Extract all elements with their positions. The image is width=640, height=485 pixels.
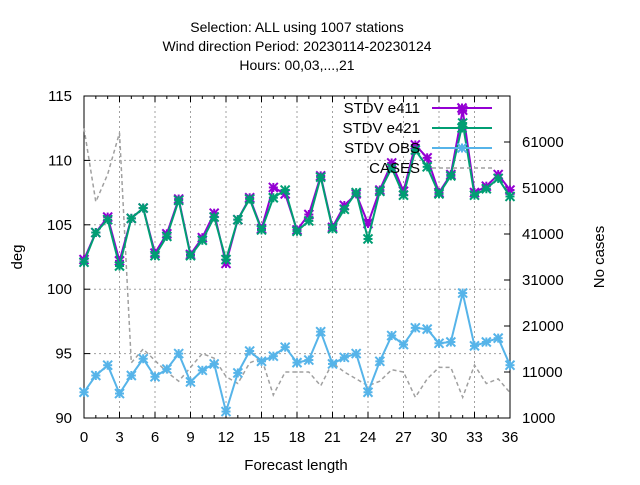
legend-label-stdv-obs: STDV OBS xyxy=(344,140,420,157)
y2-tick-label: 31000 xyxy=(522,272,564,289)
legend-label-stdv-e421: STDV e421 xyxy=(342,120,420,137)
x-tick-label: 3 xyxy=(115,429,123,446)
y2-tick-label: 11000 xyxy=(522,364,563,381)
x-tick-label: 21 xyxy=(324,429,341,446)
x-tick-label: 6 xyxy=(151,429,159,446)
x-tick-label: 12 xyxy=(218,429,235,446)
legend-label-cases: CASES xyxy=(369,160,420,177)
x-tick-label: 24 xyxy=(360,429,377,446)
y-tick-label: 95 xyxy=(55,346,72,363)
x-tick-label: 33 xyxy=(466,429,483,446)
y2-tick-label: 21000 xyxy=(522,318,564,335)
legend-label-stdv-e411: STDV e411 xyxy=(344,100,420,117)
y-tick-label: 105 xyxy=(47,217,72,234)
y-tick-label: 100 xyxy=(47,281,72,298)
chart-title-line: Wind direction Period: 20230114-20230124 xyxy=(162,38,431,54)
series-line-cases xyxy=(83,128,511,400)
y2-tick-label: 61000 xyxy=(522,134,564,151)
x-tick-label: 0 xyxy=(80,429,88,446)
y2-axis-label: No cases xyxy=(591,226,608,289)
x-tick-label: 27 xyxy=(395,429,412,446)
series-line-stdv-e421 xyxy=(83,122,511,267)
y-tick-label: 110 xyxy=(48,152,72,169)
x-tick-label: 9 xyxy=(186,429,194,446)
x-tick-label: 15 xyxy=(253,429,270,446)
x-tick-label: 18 xyxy=(289,429,306,446)
chart-title-line: Selection: ALL using 1007 stations xyxy=(190,19,404,35)
y-tick-label: 90 xyxy=(55,410,72,427)
y2-tick-label: 41000 xyxy=(522,226,564,243)
y2-tick-label: 51000 xyxy=(522,180,564,197)
x-axis-label: Forecast length xyxy=(244,457,347,474)
y2-tick-label: 1000 xyxy=(522,410,555,427)
x-tick-label: 30 xyxy=(431,429,448,446)
x-tick-label: 36 xyxy=(502,429,519,446)
y-tick-label: 115 xyxy=(48,88,72,105)
chart-title-line: Hours: 00,03,...,21 xyxy=(239,57,354,73)
y-axis-label: deg xyxy=(9,244,26,269)
